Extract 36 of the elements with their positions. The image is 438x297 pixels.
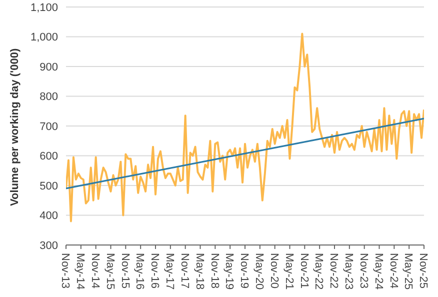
x-tick-label: May-21 <box>282 253 295 290</box>
x-tick-label: May-22 <box>312 253 325 290</box>
x-tick-label: Nov-24 <box>387 253 400 288</box>
x-tick-label: Nov-21 <box>298 253 310 288</box>
x-tick-label: May-17 <box>164 253 176 290</box>
x-tick-label: Nov-13 <box>59 253 72 288</box>
y-tick-label: 1,100 <box>30 2 58 14</box>
x-tick-label: May-25 <box>402 253 414 290</box>
x-tick-label: Nov-17 <box>178 253 190 288</box>
y-tick-label: 500 <box>40 180 58 192</box>
x-tick-label: May-19 <box>223 253 236 290</box>
y-tick-label: 1,000 <box>30 32 58 44</box>
x-tick-label: Nov-14 <box>88 253 101 288</box>
x-tick-label: May-20 <box>253 253 266 290</box>
x-tick-label: Nov-16 <box>148 253 161 288</box>
x-tick-label: May-24 <box>372 253 384 290</box>
y-tick-label: 900 <box>40 61 58 74</box>
x-tick-label: May-18 <box>193 253 206 290</box>
x-tick-label: May-15 <box>104 253 116 290</box>
x-tick-label: Nov-22 <box>328 253 340 288</box>
y-axis-title: Volume per working day ('000) <box>8 48 21 206</box>
x-tick-label: Nov-19 <box>238 253 250 288</box>
y-tick-label: 600 <box>40 150 58 163</box>
x-tick-label: May-16 <box>134 253 146 290</box>
x-tick-label: May-14 <box>74 253 86 290</box>
y-tick-label: 800 <box>40 91 58 104</box>
x-tick-label: Nov-23 <box>357 253 370 288</box>
y-tick-label: 300 <box>40 240 58 252</box>
x-tick-label: Nov-20 <box>268 253 280 288</box>
x-tick-label: Nov-15 <box>118 253 131 288</box>
x-tick-label: May-23 <box>342 253 355 290</box>
x-tick-label: Nov-25 <box>417 253 430 288</box>
y-tick-label: 700 <box>40 120 58 133</box>
line-series <box>66 32 424 222</box>
x-tick-label: Nov-18 <box>208 253 220 288</box>
y-tick-label: 400 <box>40 210 58 222</box>
